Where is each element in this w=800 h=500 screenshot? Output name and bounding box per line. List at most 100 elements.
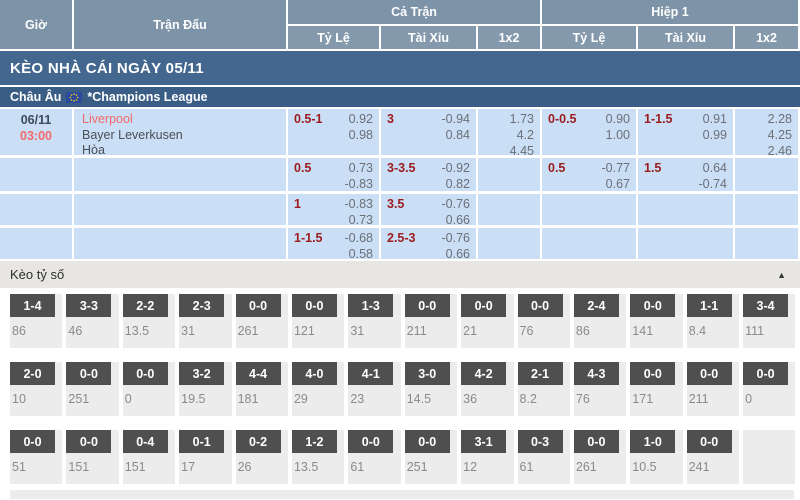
score-cell[interactable]: 0-0 121: [291, 294, 345, 348]
match-teams-cell[interactable]: Liverpool Bayer Leverkusen Hòa: [74, 109, 286, 157]
score-cell[interactable]: 4-4 181: [235, 362, 288, 416]
odds-h1-1x2-cell: [735, 158, 798, 191]
score-cell[interactable]: 1-1 8.4: [686, 294, 740, 348]
score-cell[interactable]: 0-0 0: [743, 362, 796, 416]
score-section-bar[interactable]: Kèo tỷ số ▲: [0, 261, 800, 288]
away-team[interactable]: Bayer Leverkusen: [82, 127, 183, 142]
score-badge: 1-0: [630, 430, 676, 453]
odds-value-top: -0.92: [441, 161, 471, 175]
odds-h1-handicap-cell[interactable]: 0.5 -0.77 0.67: [542, 158, 636, 191]
score-cell[interactable]: 1-2 13.5: [291, 430, 345, 484]
score-cell[interactable]: 0-3 61: [517, 430, 570, 484]
odds-ft-overunder-cell[interactable]: 3 -0.94 0.84: [381, 109, 476, 155]
score-cell[interactable]: 0-0 76: [517, 294, 570, 348]
header-h1-1x2: 1x2: [735, 26, 798, 49]
odds-h1-handicap-cell: [542, 228, 636, 259]
score-cell[interactable]: 3-0 14.5: [404, 362, 458, 416]
match-time-cell: [0, 158, 72, 191]
odds-ft-handicap-cell[interactable]: 1 -0.83 0.73: [288, 194, 379, 227]
odds-values: 0.73 -0.83: [294, 160, 374, 192]
score-odds: 86: [575, 324, 590, 338]
score-cell[interactable]: 2-1 8.2: [517, 362, 570, 416]
score-odds: 23: [350, 392, 365, 406]
score-cell[interactable]: 0-0 251: [404, 430, 458, 484]
odds-value-bottom: -0.74: [698, 177, 728, 191]
score-grid: 1-4 86 3-3 46 2-2 13.5 2-3 31 0-0 261 0-0 121 1-3 31 0…: [0, 288, 800, 484]
score-cell[interactable]: 2-2 13.5: [122, 294, 176, 348]
score-odds: 36: [463, 392, 478, 406]
handicap-line: 1-1.5: [644, 112, 673, 126]
score-badge: 3-2: [179, 362, 225, 385]
score-cell[interactable]: 4-1 23: [348, 362, 401, 416]
score-cell[interactable]: 0-0 261: [235, 294, 288, 348]
score-cell[interactable]: 4-2 36: [461, 362, 514, 416]
score-cell[interactable]: 0-0 21: [461, 294, 514, 348]
score-cell[interactable]: 0-0 251: [66, 362, 119, 416]
score-odds: 14.5: [406, 392, 432, 406]
score-badge: 0-0: [630, 294, 676, 317]
odds-ft-1x2-cell: [478, 194, 540, 225]
score-odds: 251: [406, 460, 428, 474]
score-cell[interactable]: 4-0 29: [291, 362, 345, 416]
score-badge: 0-3: [517, 430, 563, 453]
odds-h1-overunder-cell[interactable]: 1.5 0.64 -0.74: [638, 158, 733, 191]
header-ca-tran: Cả Trận: [288, 0, 540, 24]
score-cell[interactable]: 2-3 31: [179, 294, 232, 348]
score-cell[interactable]: 3-4 111: [743, 294, 796, 348]
handicap-line: 1-1.5: [294, 231, 323, 245]
score-odds: 76: [519, 324, 534, 338]
score-odds: 8.2: [519, 392, 537, 406]
score-odds: 46: [68, 324, 83, 338]
score-cell[interactable]: 0-0 241: [686, 430, 740, 484]
league-row: Châu Âu *Champions League: [0, 87, 800, 107]
score-cell[interactable]: 2-4 86: [573, 294, 627, 348]
score-cell[interactable]: 3-1 12: [461, 430, 514, 484]
score-cell[interactable]: 0-0 171: [630, 362, 683, 416]
score-cell[interactable]: 0-0 261: [573, 430, 627, 484]
score-badge: 3-3: [66, 294, 112, 317]
score-cell[interactable]: 0-4 151: [122, 430, 176, 484]
odds-ft-1x2-cell[interactable]: 1.73 4.2 4.45: [478, 109, 540, 158]
header-h1-tai-xiu: Tài Xỉu: [638, 26, 733, 49]
score-badge: 2-3: [179, 294, 225, 317]
score-cell[interactable]: 0-0 211: [404, 294, 458, 348]
odds-ft-1x2-cell: [478, 158, 540, 191]
score-cell[interactable]: 0-0 141: [630, 294, 683, 348]
odds-h1-handicap-cell[interactable]: 0-0.5 0.90 1.00: [542, 109, 636, 155]
score-cell[interactable]: 0-0 51: [10, 430, 63, 484]
score-odds: 171: [632, 392, 654, 406]
score-cell[interactable]: 0-0 211: [686, 362, 740, 416]
odds-ft-overunder-cell[interactable]: 3-3.5 -0.92 0.82: [381, 158, 476, 191]
score-cell[interactable]: 2-0 10: [10, 362, 63, 416]
score-cell[interactable]: 1-0 10.5: [630, 430, 683, 484]
odds-ft-overunder-cell[interactable]: 2.5-3 -0.76 0.66: [381, 228, 476, 261]
odds-h1-overunder-cell: [638, 228, 733, 259]
score-cell[interactable]: 0-0 151: [66, 430, 119, 484]
odds-h1-overunder-cell[interactable]: 1-1.5 0.91 0.99: [638, 109, 733, 155]
score-cell[interactable]: 3-3 46: [66, 294, 119, 348]
odds-ft-handicap-cell[interactable]: 0.5-1 0.92 0.98: [288, 109, 379, 155]
score-badge: 0-2: [235, 430, 281, 453]
match-teams-cell: [74, 228, 286, 259]
odds-ft-handicap-cell[interactable]: 1-1.5 -0.68 0.58: [288, 228, 379, 261]
home-team[interactable]: Liverpool: [82, 112, 133, 126]
score-cell[interactable]: 4-3 76: [573, 362, 627, 416]
handicap-line: 3-3.5: [387, 161, 416, 175]
score-cell[interactable]: 0-1 17: [179, 430, 232, 484]
league-name: *Champions League: [87, 90, 208, 104]
odds-h1-1x2-cell: [735, 194, 798, 225]
score-cell[interactable]: 0-0 0: [122, 362, 176, 416]
odds-ft-overunder-cell[interactable]: 3.5 -0.76 0.66: [381, 194, 476, 227]
odds-h1-1x2-cell[interactable]: 2.28 4.25 2.46: [735, 109, 798, 158]
score-badge: 1-2: [291, 430, 337, 453]
score-cell[interactable]: 0-0 61: [348, 430, 401, 484]
header-ft-tai-xiu: Tài Xỉu: [381, 26, 476, 49]
score-cell[interactable]: 3-2 19.5: [179, 362, 232, 416]
collapse-arrow-icon[interactable]: ▲: [777, 269, 786, 280]
score-cell[interactable]: 1-4 86: [10, 294, 63, 348]
score-cell[interactable]: 0-2 26: [235, 430, 288, 484]
odds-value-bottom: 0.73: [348, 213, 373, 227]
score-cell[interactable]: 1-3 31: [348, 294, 401, 348]
odds-ft-handicap-cell[interactable]: 0.5 0.73 -0.83: [288, 158, 379, 191]
odds-values: 0.64 -0.74: [644, 160, 728, 192]
